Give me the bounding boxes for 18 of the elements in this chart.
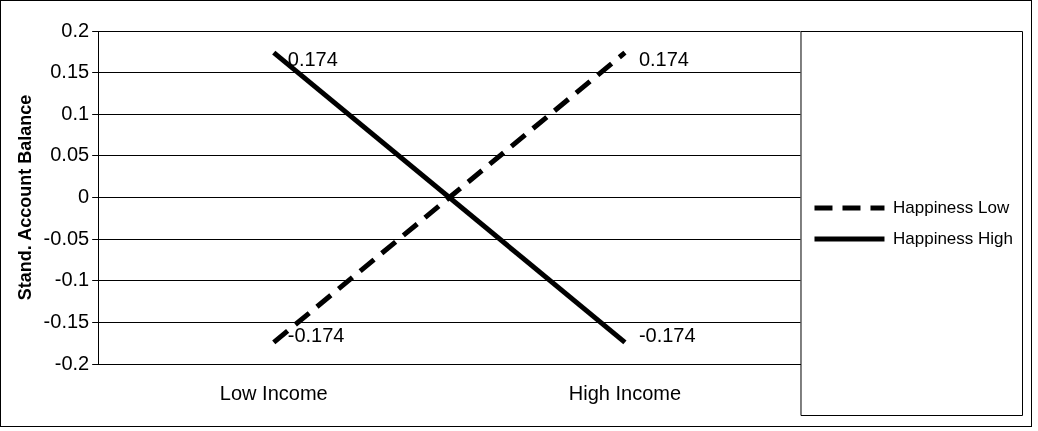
x-tick-label: High Income (568, 381, 682, 404)
legend-label: Happiness High (892, 228, 1013, 248)
y-tick-label: 0.05 (50, 143, 90, 166)
y-tick-label: -0.15 (43, 309, 90, 332)
y-tick-label: -0.2 (54, 351, 90, 374)
data-label: 0.174 (638, 48, 689, 71)
x-tick-label: Low Income (219, 381, 328, 404)
y-tick-label: 0 (78, 185, 90, 208)
y-tick-label: 0.2 (61, 18, 90, 41)
y-axis-title: Stand. Account Balance (14, 94, 35, 301)
y-tick-label: -0.1 (54, 268, 90, 291)
y-tick-label: 0.1 (61, 101, 90, 124)
data-label: -0.174 (638, 323, 696, 346)
legend-label: Happiness Low (892, 197, 1010, 217)
data-label: -0.174 (287, 323, 345, 346)
y-tick-label: 0.15 (50, 60, 90, 83)
data-label: 0.174 (287, 48, 338, 71)
y-tick-label: -0.05 (43, 226, 90, 249)
